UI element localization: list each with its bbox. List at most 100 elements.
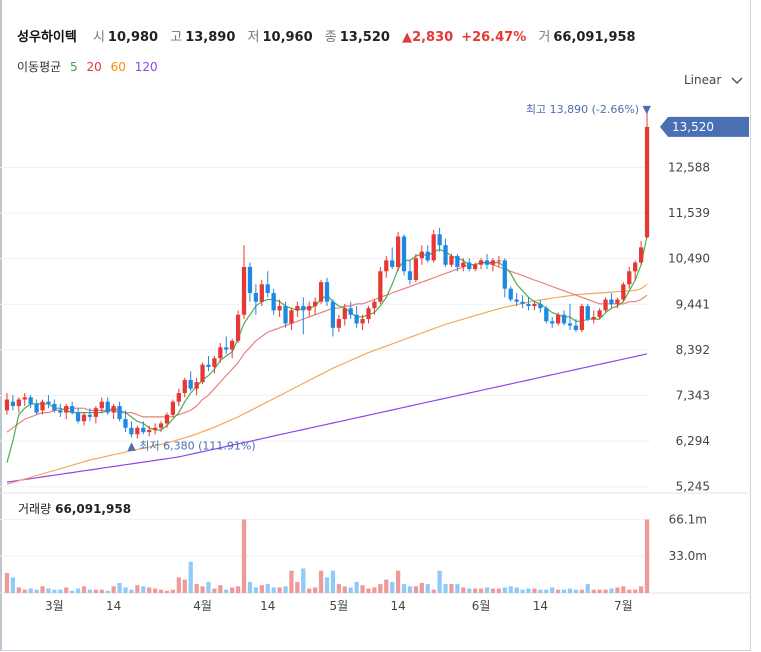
scale-selector[interactable]: Linear bbox=[684, 73, 743, 87]
volume-bar bbox=[360, 585, 365, 593]
volume-bar bbox=[16, 587, 21, 593]
volume-bar bbox=[520, 589, 525, 593]
volume-bar bbox=[99, 589, 104, 593]
high-value: 13,890 bbox=[185, 30, 236, 45]
x-tick-label: 7월 bbox=[614, 599, 633, 613]
volume-bar bbox=[277, 587, 282, 593]
volume-bar bbox=[514, 587, 519, 593]
candle-body bbox=[58, 410, 63, 413]
volume-bar bbox=[40, 586, 45, 593]
volume-label: 거 bbox=[538, 30, 551, 45]
volume-bar bbox=[550, 587, 555, 593]
volume-bar bbox=[188, 561, 193, 593]
volume-bar bbox=[170, 589, 176, 593]
candle-body bbox=[419, 251, 424, 259]
candle-body bbox=[467, 262, 472, 270]
candle-body bbox=[526, 303, 531, 307]
volume-bar bbox=[81, 586, 87, 593]
candle-body bbox=[633, 262, 638, 272]
candle-body bbox=[93, 408, 98, 417]
last-price-badge bbox=[660, 116, 749, 137]
volume-bar bbox=[502, 587, 507, 593]
volume-bar bbox=[544, 589, 549, 593]
candle-body bbox=[52, 403, 57, 411]
candle-body bbox=[561, 314, 567, 324]
candle-body bbox=[484, 260, 490, 265]
volume-bar bbox=[644, 519, 650, 593]
volume-bar bbox=[455, 584, 460, 593]
volume-bar bbox=[206, 581, 211, 593]
candle-body bbox=[206, 364, 211, 367]
candle-body bbox=[425, 251, 430, 261]
volume-bar bbox=[46, 588, 51, 593]
volume-bar bbox=[301, 568, 306, 593]
candle-body bbox=[295, 306, 300, 311]
x-tick-label: 14 bbox=[390, 599, 405, 613]
volume-bar bbox=[573, 589, 579, 593]
volume-bar bbox=[407, 586, 413, 593]
ma-legend-item-20: 20 bbox=[86, 60, 102, 74]
candle-body bbox=[10, 401, 16, 407]
volume-bar bbox=[538, 589, 543, 593]
ma-legend-label: 이동평균 bbox=[17, 60, 62, 74]
candle-body bbox=[514, 299, 519, 302]
volume-bar bbox=[75, 588, 81, 593]
volume-bar bbox=[354, 581, 359, 593]
volume-bar bbox=[467, 588, 472, 593]
candle-body bbox=[520, 301, 525, 304]
candle-body bbox=[224, 347, 229, 350]
candle-body bbox=[318, 282, 324, 302]
volume-bar bbox=[182, 579, 187, 593]
volume-bar bbox=[461, 587, 466, 593]
candle-body bbox=[638, 247, 644, 263]
volume-bar bbox=[176, 577, 181, 593]
candle-body bbox=[360, 319, 365, 324]
volume-bar bbox=[638, 586, 644, 593]
volume-bar bbox=[70, 590, 75, 593]
volume-bar bbox=[283, 586, 288, 593]
candle-body bbox=[34, 403, 39, 413]
volume-bar bbox=[484, 587, 490, 593]
candle-body bbox=[117, 406, 122, 420]
candle-body bbox=[147, 429, 152, 433]
volume-bar bbox=[247, 581, 253, 593]
candle-body bbox=[348, 308, 353, 315]
candle-body bbox=[544, 308, 549, 322]
candle-body bbox=[152, 427, 158, 430]
volume-bar bbox=[295, 581, 300, 593]
candle-body bbox=[301, 306, 306, 311]
candle-body bbox=[230, 340, 235, 350]
x-tick-label: 14 bbox=[533, 599, 548, 613]
candle-body bbox=[473, 264, 478, 270]
volume-bar bbox=[28, 588, 33, 593]
candle-body bbox=[182, 379, 187, 393]
candle-body bbox=[277, 306, 282, 311]
volume-bar bbox=[152, 588, 158, 593]
y-tick-label: 11,539 bbox=[668, 206, 710, 220]
candle-body bbox=[603, 299, 608, 311]
candle-body bbox=[401, 236, 407, 272]
candle-body bbox=[443, 245, 448, 265]
volume-tick-label: 33.0m bbox=[669, 549, 707, 563]
change-percent: +26.47% bbox=[461, 30, 527, 45]
volume-bar bbox=[307, 588, 312, 593]
volume-title-value: 66,091,958 bbox=[55, 502, 132, 516]
volume-bar bbox=[218, 585, 223, 593]
candle-body bbox=[615, 299, 620, 304]
candle-body bbox=[111, 406, 116, 413]
candle-body bbox=[4, 399, 10, 411]
candle-body bbox=[241, 266, 247, 315]
change-value: ▲2,830 bbox=[402, 30, 454, 45]
volume-bar bbox=[561, 589, 567, 593]
volume-bar bbox=[271, 587, 276, 593]
volume-bar bbox=[58, 589, 63, 593]
candle-body bbox=[478, 260, 484, 265]
candle-body bbox=[307, 306, 312, 311]
volume-bar bbox=[111, 586, 116, 593]
volume-bar bbox=[390, 581, 395, 593]
candle-body bbox=[538, 303, 543, 309]
volume-bar bbox=[22, 589, 27, 593]
y-tick-label: 8,392 bbox=[676, 343, 710, 357]
